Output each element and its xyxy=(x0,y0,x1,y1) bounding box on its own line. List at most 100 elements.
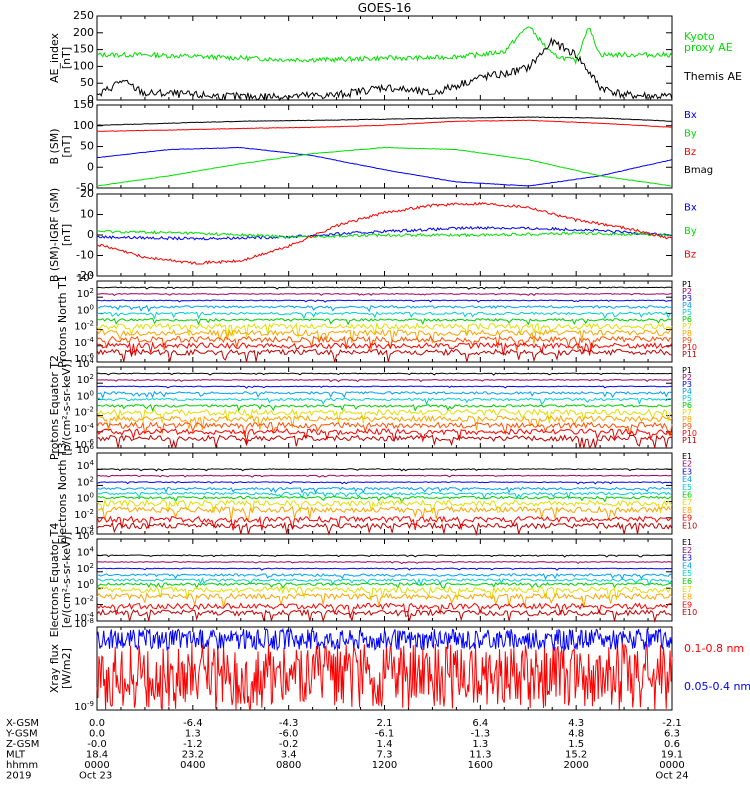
legend-e6: E6 xyxy=(682,491,692,500)
legend-p11: P11 xyxy=(682,436,697,445)
legend-e6: E6 xyxy=(682,577,692,586)
series-line-0-1-0-8nm xyxy=(96,642,673,711)
flux-line-e4 xyxy=(96,572,673,581)
y-axis-label: Protons North T1 xyxy=(56,275,69,368)
footer-cell: 1.3 xyxy=(185,729,201,740)
legend-p8: P8 xyxy=(682,329,692,338)
flux-line-p10 xyxy=(96,427,673,444)
legend-0-05-0-4nm: 0.05-0.4 nm xyxy=(684,680,750,693)
footer-cell: Oct 24 xyxy=(655,771,688,782)
legend-themis-ae: Themis AE xyxy=(683,70,742,83)
y-tick-label: -10 xyxy=(76,249,94,262)
flux-line-p3 xyxy=(96,299,673,303)
y-tick-label: 10-6 xyxy=(74,438,94,451)
y-axis-units: [W/m2] xyxy=(60,648,73,689)
legend-p9: P9 xyxy=(682,422,692,431)
footer-cell: 0800 xyxy=(276,760,301,771)
y-tick-label: 150 xyxy=(73,98,94,111)
legend-e9: E9 xyxy=(682,514,692,523)
legend-p4: P4 xyxy=(682,387,692,396)
y-axis-units: [nT] xyxy=(60,47,73,69)
y-axis-units: [nT] xyxy=(60,135,73,157)
flux-line-e2 xyxy=(96,561,673,565)
flux-line-p6 xyxy=(96,404,673,413)
y-axis-units: [e/(cm²-s-sr-keV)] xyxy=(60,532,73,628)
legend-e10: E10 xyxy=(682,521,697,530)
y-tick-label: 10-2 xyxy=(74,406,94,419)
legend-bx: Bx xyxy=(684,110,697,121)
flux-line-e5 xyxy=(96,491,673,500)
y-tick-label: 102 xyxy=(77,287,94,300)
legend-by: By xyxy=(684,226,697,237)
flux-line-e5 xyxy=(96,577,673,587)
footer-cell: 2000 xyxy=(563,760,588,771)
flux-line-p8 xyxy=(96,414,673,431)
series-line-by xyxy=(96,146,673,187)
y-axis-units: [nT] xyxy=(60,224,73,246)
legend-e1: E1 xyxy=(682,452,692,461)
footer-cell: 7.3 xyxy=(377,750,393,761)
legend-bz: Bz xyxy=(684,147,696,158)
flux-line-p8 xyxy=(96,328,673,344)
legend-p2: P2 xyxy=(682,373,692,382)
legend-e8: E8 xyxy=(682,593,692,602)
legend-e3: E3 xyxy=(682,554,692,563)
legend-p6: P6 xyxy=(682,401,692,410)
footer-cell: 0000 xyxy=(659,760,684,771)
footer-cell: -0.2 xyxy=(279,739,299,750)
y-tick-label: 104 xyxy=(77,271,95,284)
y-axis-label: Electrons Equator T4 xyxy=(48,523,61,638)
footer-cell: -6.4 xyxy=(183,718,203,729)
legend-e2: E2 xyxy=(682,546,692,555)
footer-cell: -1.2 xyxy=(183,739,203,750)
flux-line-p2 xyxy=(96,293,673,297)
y-tick-label: 104 xyxy=(77,545,95,558)
legend-p5: P5 xyxy=(682,308,692,317)
legend-e7: E7 xyxy=(682,498,692,507)
legend-p11: P11 xyxy=(682,350,697,359)
y-tick-label: 100 xyxy=(73,59,94,72)
legend-p7: P7 xyxy=(682,322,692,331)
footer-row-label: MLT xyxy=(6,750,26,761)
flux-line-e4 xyxy=(96,486,673,494)
footer-cell: 3.4 xyxy=(281,750,297,761)
flux-line-e9 xyxy=(96,602,673,619)
y-tick-label: 102 xyxy=(77,373,94,386)
footer-cell: 15.2 xyxy=(565,750,587,761)
footer-cell: 0.0 xyxy=(89,729,105,740)
footer-cell: -4.3 xyxy=(279,718,299,729)
legend-p8: P8 xyxy=(682,415,692,424)
footer-cell: 4.8 xyxy=(568,729,584,740)
flux-line-p1 xyxy=(96,372,673,376)
flux-line-p3 xyxy=(96,385,673,389)
footer-cell: 0.0 xyxy=(89,718,105,729)
flux-line-e9 xyxy=(96,515,673,531)
footer-cell: 18.4 xyxy=(86,750,108,761)
series-line-bz xyxy=(96,201,673,265)
footer-row-label: X-GSM xyxy=(6,718,39,729)
footer-row-label: 2019 xyxy=(6,771,31,782)
flux-line-p11 xyxy=(96,348,673,363)
y-tick-label: 10-6 xyxy=(74,352,94,365)
footer-cell: 1600 xyxy=(468,760,493,771)
series-line-0-05-0-4nm xyxy=(96,627,673,652)
series-line-themis-ae xyxy=(96,36,673,102)
y-tick-label: 10-9 xyxy=(74,700,94,713)
flux-line-p9 xyxy=(96,421,673,438)
flux-line-e7 xyxy=(96,498,673,515)
y-tick-label: 10 xyxy=(80,208,94,221)
flux-line-p9 xyxy=(96,335,673,351)
y-axis-units: [p/(cm²-s-sr-keV)] xyxy=(60,359,73,456)
footer-cell: 19.1 xyxy=(661,750,683,761)
legend-e10: E10 xyxy=(682,608,697,617)
legend-e3: E3 xyxy=(682,467,692,476)
legend-e7: E7 xyxy=(682,585,692,594)
footer-cell: 0400 xyxy=(180,760,205,771)
y-tick-label: 50 xyxy=(80,140,94,153)
y-tick-label: 10-2 xyxy=(74,508,94,521)
y-tick-label: 150 xyxy=(73,43,94,56)
y-tick-label: 106 xyxy=(77,529,95,542)
y-tick-label: 104 xyxy=(77,459,95,472)
flux-line-p1 xyxy=(96,286,673,290)
y-tick-label: 20 xyxy=(80,187,94,200)
